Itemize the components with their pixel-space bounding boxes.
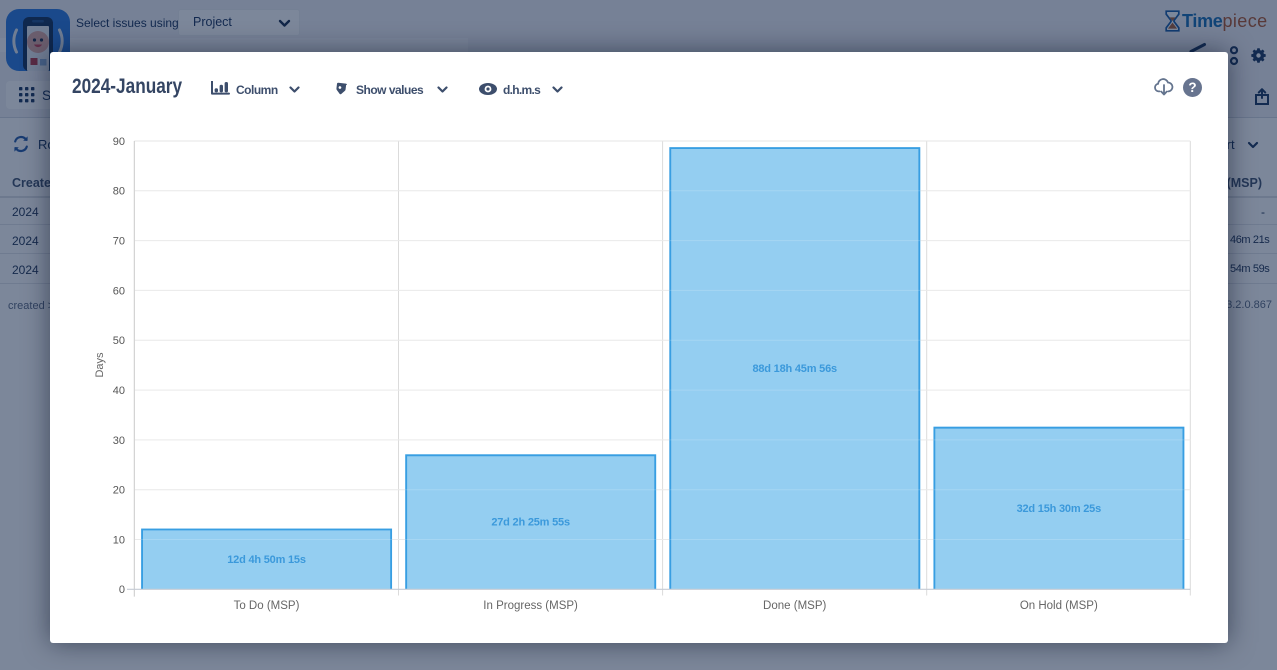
svg-text:0: 0 [119, 584, 125, 596]
svg-text:70: 70 [113, 236, 125, 248]
svg-text:On Hold (MSP): On Hold (MSP) [1020, 600, 1098, 612]
svg-text:10: 10 [113, 534, 125, 546]
svg-text:60: 60 [113, 285, 125, 297]
svg-text:90: 90 [113, 136, 125, 148]
svg-text:In Progress (MSP): In Progress (MSP) [483, 600, 578, 612]
svg-text:80: 80 [113, 186, 125, 198]
svg-text:50: 50 [113, 335, 125, 347]
svg-text:Days: Days [94, 352, 106, 378]
svg-text:88d 18h 45m 56s: 88d 18h 45m 56s [752, 363, 837, 375]
svg-text:30: 30 [113, 435, 125, 447]
svg-text:12d 4h 50m 15s: 12d 4h 50m 15s [227, 554, 306, 566]
svg-text:Done (MSP): Done (MSP) [763, 600, 826, 612]
svg-text:20: 20 [113, 485, 125, 497]
svg-text:27d 2h 25m 55s: 27d 2h 25m 55s [491, 517, 570, 529]
svg-text:32d 15h 30m 25s: 32d 15h 30m 25s [1017, 503, 1102, 515]
svg-text:40: 40 [113, 385, 125, 397]
svg-text:To Do (MSP): To Do (MSP) [234, 600, 300, 612]
